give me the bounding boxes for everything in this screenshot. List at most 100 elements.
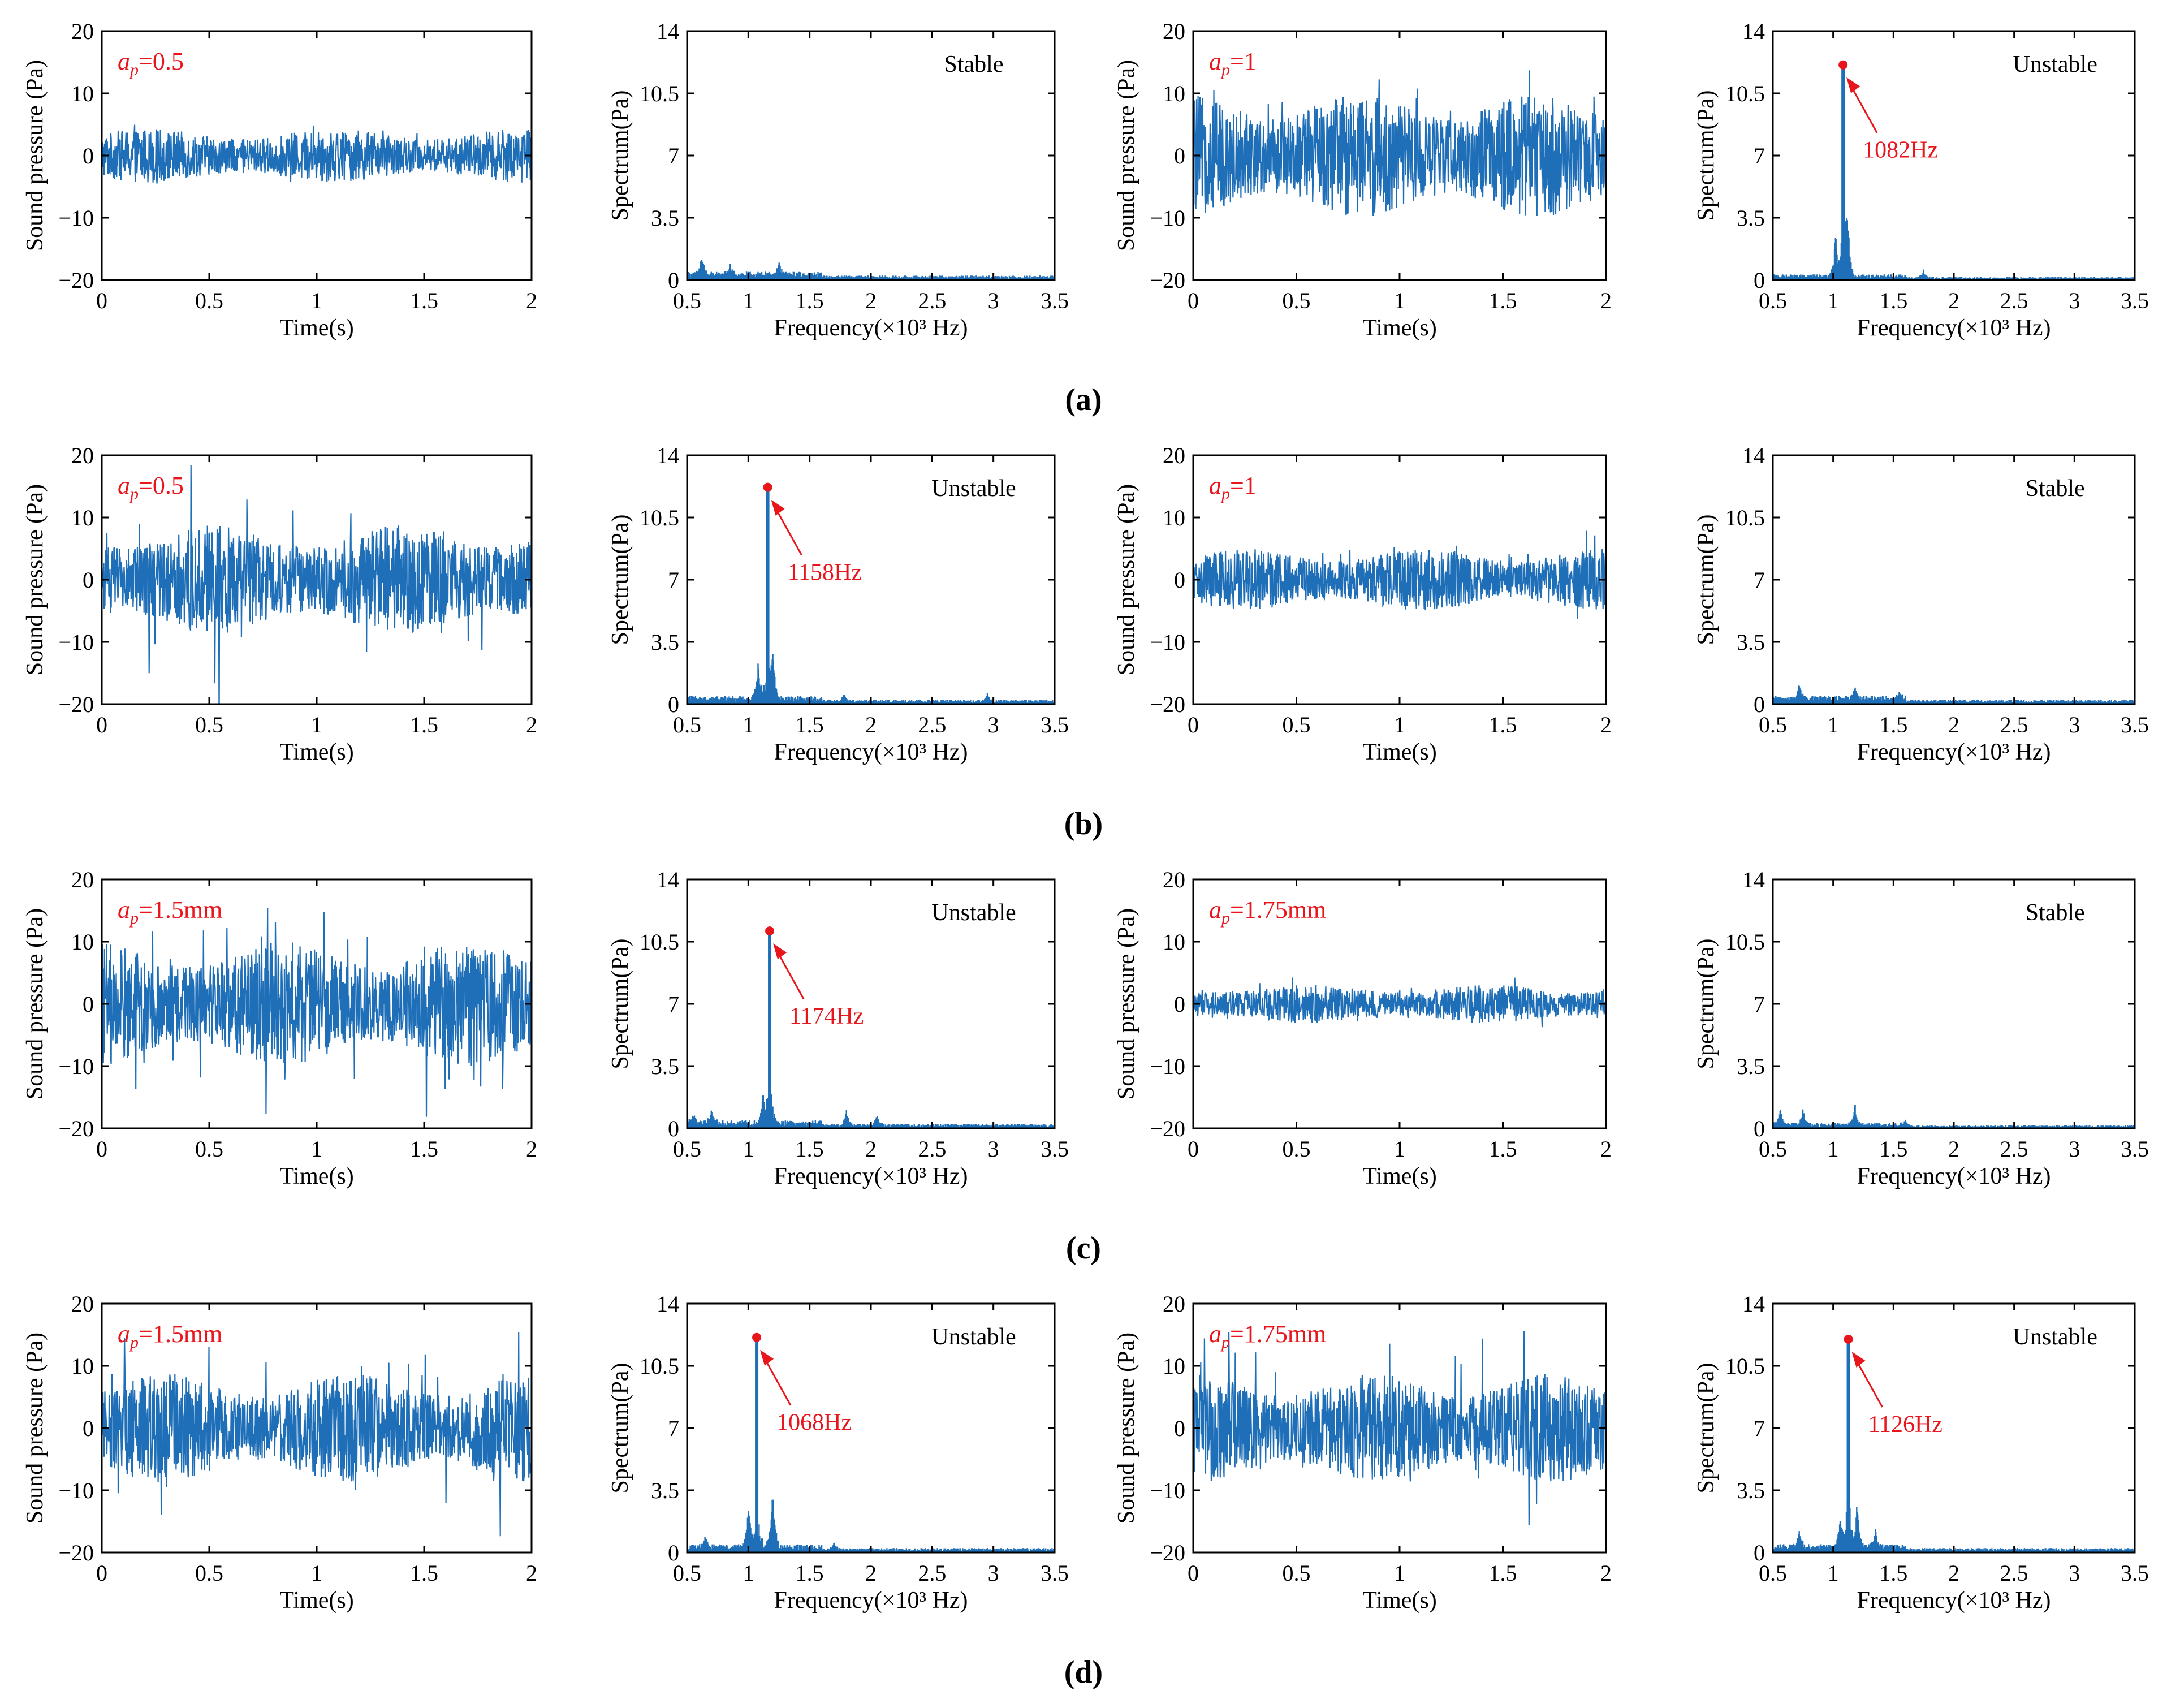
x-tick-label: 3.5 (2121, 712, 2149, 737)
x-tick-label: 2.5 (2000, 712, 2028, 737)
spectrum-bars (687, 652, 1055, 704)
y-tick-label: 10 (71, 81, 94, 106)
y-tick-label: 20 (71, 867, 94, 892)
x-tick-label: 1 (1394, 1560, 1405, 1586)
y-tick-label: 3.5 (651, 205, 679, 231)
data-layer (687, 487, 1055, 704)
y-tick-label: 10 (71, 929, 94, 955)
x-tick-label: 2 (865, 1136, 877, 1162)
x-tick-label: 1 (1394, 288, 1405, 313)
x-tick-label: 0.5 (673, 1136, 701, 1162)
y-axis-label: Sound pressure (Pa) (22, 1332, 48, 1524)
y-tick-label: 0 (83, 143, 94, 169)
x-tick-label: 0 (1188, 712, 1199, 737)
subplot-d-4: 0.5 1 1.5 2 2.5 3 3.5 0 3.5 7 10.5 14 Frequency(×10³… (1693, 1291, 2149, 1614)
data-layer (1193, 1331, 1606, 1525)
depth-of-cut-annotation: ap=0.5 (118, 472, 184, 503)
x-axis-label: Frequency(×10³ Hz) (1857, 1588, 2051, 1614)
stability-status: Unstable (2013, 1324, 2097, 1350)
x-tick-label: 1.5 (796, 288, 824, 313)
depth-of-cut-annotation: ap=1.5mm (118, 1320, 222, 1352)
x-tick-label: 2 (526, 712, 537, 737)
x-tick-label: 0.5 (673, 712, 701, 737)
x-tick-label: 1 (311, 1136, 322, 1162)
y-tick-label: 10 (1163, 81, 1185, 106)
x-tick-label: 1 (1394, 712, 1405, 737)
x-tick-label: 2.5 (2000, 288, 2028, 313)
x-tick-label: 3 (988, 712, 999, 737)
data-layer (102, 908, 532, 1117)
depth-of-cut-annotation: ap=0.5 (118, 48, 184, 79)
subplot-b-4: 0.5 1 1.5 2 2.5 3 3.5 0 3.5 7 10.5 14 Frequency(×10³… (1693, 443, 2149, 765)
subplot-c-3: 0 0.5 1 1.5 2 −20 −10 0 10 20 Time(s) Sound pressur… (1113, 867, 1612, 1189)
x-tick-label: 3 (2069, 288, 2080, 313)
annotation-symbol: a (1209, 1320, 1221, 1348)
annotation-value: =1.75mm (1230, 896, 1326, 924)
x-tick-label: 0.5 (1759, 288, 1787, 313)
y-tick-label: 20 (1163, 19, 1185, 44)
annotation-subscript: p (1220, 1333, 1230, 1352)
x-tick-label: 3 (988, 1560, 999, 1586)
time-series-line (1193, 70, 1606, 217)
x-tick-label: 1 (311, 712, 322, 737)
x-tick-label: 0.5 (1759, 1136, 1787, 1162)
x-tick-label: 3.5 (1041, 1560, 1069, 1586)
x-tick-label: 0 (96, 1560, 107, 1586)
y-tick-label: 20 (1163, 443, 1185, 468)
annotation-symbol: a (118, 472, 130, 499)
data-layer (1773, 64, 2135, 280)
y-tick-label: 20 (71, 1291, 94, 1317)
subplot-a-3: 0 0.5 1 1.5 2 −20 −10 0 10 20 Time(s) Sound pressur… (1113, 19, 1612, 341)
y-axis-label: Spectrum(Pa) (1693, 939, 1719, 1069)
x-tick-label: 0.5 (1283, 1560, 1311, 1586)
x-tick-label: 3 (2069, 1136, 2080, 1162)
y-tick-label: 10.5 (1725, 1353, 1765, 1379)
y-tick-label: 3.5 (651, 629, 679, 655)
y-tick-label: 14 (657, 19, 679, 44)
y-tick-label: 0 (83, 567, 94, 593)
x-axis-label: Frequency(×10³ Hz) (774, 739, 968, 765)
x-tick-label: 1.5 (410, 1136, 438, 1162)
y-tick-label: 10.5 (640, 929, 679, 955)
y-tick-label: 0 (1174, 1416, 1185, 1441)
x-tick-label: 2.5 (918, 712, 946, 737)
x-tick-label: 1 (743, 288, 754, 313)
y-tick-label: 20 (1163, 867, 1185, 892)
x-axis-label: Frequency(×10³ Hz) (774, 1163, 968, 1189)
data-layer (1773, 1339, 2135, 1552)
x-tick-label: 2 (1948, 712, 1959, 737)
data-layer (687, 931, 1055, 1128)
x-tick-label: 1.5 (410, 712, 438, 737)
x-tick-label: 0.5 (195, 712, 223, 737)
y-tick-label: −20 (58, 1116, 94, 1141)
y-tick-label: 7 (668, 1416, 679, 1441)
x-tick-label: 1 (1828, 288, 1839, 313)
x-tick-label: 1.5 (1879, 1136, 1907, 1162)
y-tick-label: 0 (1754, 692, 1765, 717)
y-tick-label: −20 (1150, 1540, 1185, 1565)
annotation-value: =1.5mm (139, 1320, 222, 1348)
peak-frequency-label: 1158Hz (788, 560, 862, 586)
x-tick-label: 2 (1948, 1136, 1959, 1162)
y-tick-label: 7 (668, 143, 679, 169)
x-axis-label: Time(s) (279, 1588, 353, 1614)
x-tick-label: 0 (96, 712, 107, 737)
y-tick-label: 3.5 (651, 1478, 679, 1503)
x-tick-label: 1 (1828, 1560, 1839, 1586)
y-tick-label: 0 (83, 1416, 94, 1441)
stability-status: Unstable (2013, 51, 2097, 77)
annotation-subscript: p (129, 1333, 139, 1352)
depth-of-cut-annotation: ap=1 (1209, 48, 1257, 79)
peak-frequency-label: 1174Hz (789, 1003, 864, 1029)
x-tick-label: 3 (988, 1136, 999, 1162)
peak-marker (765, 926, 775, 936)
peak-arrow-head (760, 1349, 774, 1366)
y-tick-label: 3.5 (651, 1054, 679, 1079)
time-series-line (102, 124, 532, 184)
time-series-line (1193, 530, 1606, 619)
annotation-symbol: a (1209, 896, 1221, 924)
subplot-c-2: 0.5 1 1.5 2 2.5 3 3.5 0 3.5 7 10.5 14 Frequency(×10³… (607, 867, 1069, 1189)
annotation-symbol: a (118, 896, 130, 924)
x-tick-label: 0 (96, 288, 107, 313)
